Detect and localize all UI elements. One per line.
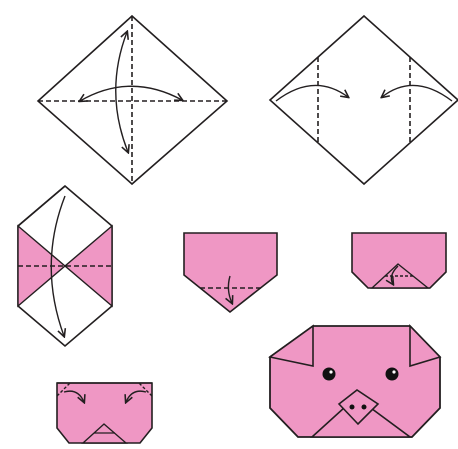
step-6-left-ear-arrow (63, 390, 84, 402)
step-6-right-crease (138, 382, 153, 397)
step-5-paper (351, 232, 447, 289)
pig-right-ear (409, 324, 442, 368)
pig-left-nostril (349, 404, 355, 410)
pig-left-eye (322, 367, 336, 381)
pig-left-ear (268, 324, 314, 367)
step-6-diagram (56, 382, 153, 444)
step-7-diagram (268, 324, 442, 438)
step-2-diagram (268, 14, 458, 186)
step-1-diagram (36, 14, 229, 186)
step-3-right-pink-flap (63, 224, 113, 308)
step-1-horizontal-fold-arrow (80, 85, 182, 101)
step-2-left-fold-arrow (275, 84, 348, 102)
pig-right-nostril (361, 404, 367, 410)
pig-right-eye (385, 367, 399, 381)
step-1-vertical-fold-arrow (115, 32, 128, 152)
step-4-fold-arrow (228, 275, 232, 303)
step-3-diagram (17, 184, 113, 348)
pig-snout (337, 389, 380, 426)
step-3-fold-arrow (50, 195, 65, 336)
pig-right-eye-highlight (392, 370, 396, 374)
step-6-left-crease (56, 382, 71, 397)
step-5-diagram (351, 232, 447, 289)
step-5-fold-arrow (391, 265, 399, 284)
step-6-right-ear-arrow (126, 390, 147, 402)
step-2-right-fold-arrow (382, 84, 453, 102)
step-4-diagram (183, 232, 278, 314)
step-3-top-left-edge (17, 185, 66, 227)
pig-left-eye-highlight (329, 370, 333, 374)
step-2-paper (268, 14, 458, 186)
step-4-paper (183, 232, 278, 314)
